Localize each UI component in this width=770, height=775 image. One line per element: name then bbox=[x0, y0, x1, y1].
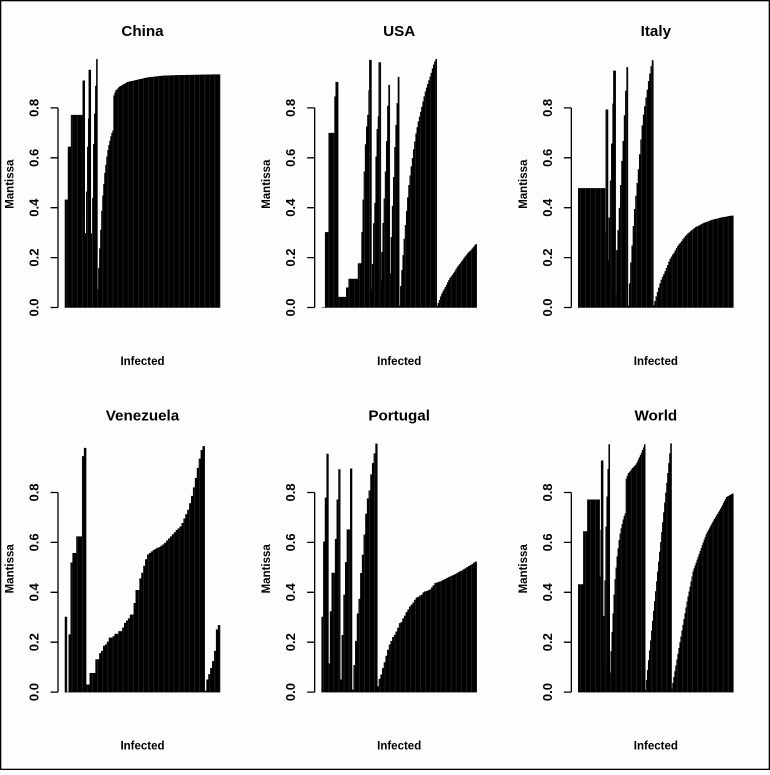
svg-text:Infected: Infected bbox=[120, 741, 164, 753]
svg-text:Mantissa: Mantissa bbox=[518, 544, 530, 594]
svg-text:0.4: 0.4 bbox=[27, 198, 42, 217]
svg-text:0.6: 0.6 bbox=[27, 533, 42, 551]
svg-text:0.0: 0.0 bbox=[27, 683, 42, 701]
svg-text:0.0: 0.0 bbox=[283, 683, 298, 701]
svg-text:China: China bbox=[121, 23, 164, 40]
svg-text:Infected: Infected bbox=[634, 741, 678, 753]
svg-text:Italy: Italy bbox=[641, 23, 672, 40]
svg-text:0.2: 0.2 bbox=[540, 249, 555, 267]
svg-text:0.6: 0.6 bbox=[283, 149, 298, 167]
svg-text:0.2: 0.2 bbox=[283, 249, 298, 267]
svg-text:0.0: 0.0 bbox=[283, 298, 298, 316]
svg-text:0.8: 0.8 bbox=[283, 99, 298, 117]
svg-text:0.4: 0.4 bbox=[27, 582, 42, 601]
svg-text:0.4: 0.4 bbox=[540, 198, 555, 217]
svg-text:0.0: 0.0 bbox=[27, 298, 42, 316]
svg-text:0.6: 0.6 bbox=[540, 533, 555, 551]
svg-text:0.6: 0.6 bbox=[540, 149, 555, 167]
svg-text:0.2: 0.2 bbox=[27, 633, 42, 651]
svg-text:Mantissa: Mantissa bbox=[261, 544, 273, 594]
svg-text:Portugal: Portugal bbox=[368, 408, 430, 425]
svg-text:World: World bbox=[634, 408, 677, 425]
svg-text:Mantissa: Mantissa bbox=[5, 159, 17, 209]
svg-text:0.6: 0.6 bbox=[27, 149, 42, 167]
svg-text:Infected: Infected bbox=[377, 356, 421, 368]
svg-text:0.4: 0.4 bbox=[540, 582, 555, 601]
svg-text:0.8: 0.8 bbox=[540, 483, 555, 501]
svg-text:USA: USA bbox=[383, 23, 415, 40]
svg-text:Venezuela: Venezuela bbox=[106, 408, 180, 425]
svg-text:0.2: 0.2 bbox=[283, 633, 298, 651]
svg-text:Mantissa: Mantissa bbox=[518, 159, 530, 209]
svg-text:Mantissa: Mantissa bbox=[261, 159, 273, 209]
svg-text:0.4: 0.4 bbox=[283, 198, 298, 217]
svg-text:Infected: Infected bbox=[377, 741, 421, 753]
svg-text:0.4: 0.4 bbox=[283, 582, 298, 601]
svg-text:0.8: 0.8 bbox=[283, 483, 298, 501]
svg-text:0.2: 0.2 bbox=[27, 249, 42, 267]
svg-text:0.8: 0.8 bbox=[27, 483, 42, 501]
svg-text:0.0: 0.0 bbox=[540, 683, 555, 701]
svg-text:0.0: 0.0 bbox=[540, 298, 555, 316]
svg-text:Infected: Infected bbox=[120, 356, 164, 368]
svg-text:Infected: Infected bbox=[634, 356, 678, 368]
svg-text:0.6: 0.6 bbox=[283, 533, 298, 551]
svg-text:0.8: 0.8 bbox=[540, 99, 555, 117]
svg-text:0.2: 0.2 bbox=[540, 633, 555, 651]
svg-text:Mantissa: Mantissa bbox=[5, 544, 17, 594]
svg-text:0.8: 0.8 bbox=[27, 99, 42, 117]
